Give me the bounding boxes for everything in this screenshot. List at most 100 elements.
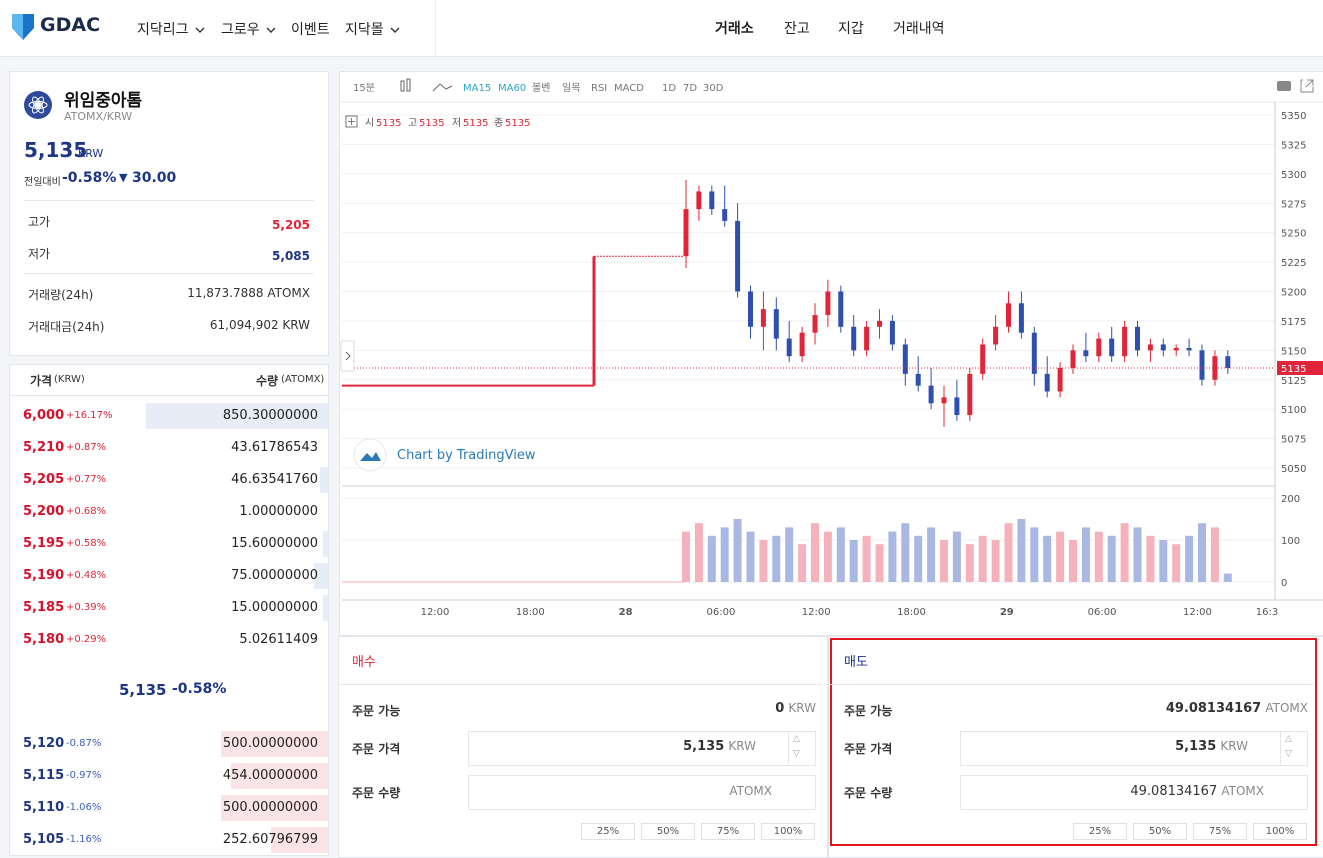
volume-bar <box>798 544 807 582</box>
percent-button[interactable]: 25% <box>581 823 635 840</box>
candle-body <box>1147 344 1153 351</box>
available-value: 49.08134167 <box>1165 701 1262 716</box>
logo-icon <box>12 14 34 40</box>
percent-button[interactable]: 25% <box>1073 823 1127 840</box>
ob-qty[interactable]: 75.00000000 <box>231 568 318 583</box>
toolbar-item[interactable]: MA15 <box>463 83 491 94</box>
ob-pct: +0.77% <box>66 474 107 485</box>
qty-input[interactable] <box>468 775 816 810</box>
volume-bar <box>1198 523 1206 582</box>
stat-value: 5,205 <box>272 218 310 232</box>
volume-bar <box>862 535 871 582</box>
nav-item[interactable]: 이벤트 <box>291 22 330 38</box>
toolbar-item[interactable]: 볼벤 <box>532 82 550 94</box>
depth-bar <box>231 763 328 789</box>
percent-button[interactable]: 50% <box>641 823 695 840</box>
x-tick-label: 06:00 <box>706 607 735 618</box>
ob-qty[interactable]: 500.00000000 <box>222 736 318 751</box>
ob-price[interactable]: 5,105 <box>23 832 65 847</box>
tab[interactable]: 잔고 <box>784 21 810 37</box>
percent-button[interactable]: 100% <box>1253 823 1307 840</box>
toolbar-item[interactable]: 7D <box>683 83 697 94</box>
percent-button[interactable]: 75% <box>701 823 755 840</box>
tab[interactable]: 거래내역 <box>893 21 945 37</box>
ob-price[interactable]: 5,200 <box>23 504 65 519</box>
ob-price[interactable]: 6,000 <box>23 408 65 423</box>
candle-body <box>967 373 973 416</box>
price-input[interactable] <box>468 731 816 766</box>
x-tick-label: 18:00 <box>516 607 545 618</box>
ob-pct: +0.58% <box>66 538 107 549</box>
ob-qty[interactable]: 43.61786543 <box>231 440 318 455</box>
ob-qty[interactable]: 500.00000000 <box>222 800 318 815</box>
candle-body <box>941 397 947 404</box>
watermark: Chart by TradingView <box>397 448 536 463</box>
ob-pct: +0.87% <box>66 442 107 453</box>
ob-qty[interactable]: 252.60796799 <box>222 832 318 847</box>
volume-bar <box>1017 519 1026 582</box>
qty-value: ATOMX <box>729 784 772 799</box>
tab[interactable]: 거래소 <box>715 21 754 37</box>
collapse-button[interactable] <box>340 340 355 372</box>
ob-qty[interactable]: 850.30000000 <box>222 408 318 423</box>
toolbar-item[interactable]: 30D <box>703 83 724 94</box>
volume-bar <box>823 531 832 582</box>
ob-qty[interactable]: 454.00000000 <box>222 768 318 783</box>
legend-label: 종 <box>494 117 503 129</box>
volume-bar <box>707 535 716 582</box>
nav-item[interactable]: 지닥몰 <box>345 19 401 39</box>
qty-input[interactable] <box>960 775 1308 810</box>
volume-bar <box>888 531 897 582</box>
candle-body <box>1018 303 1024 333</box>
volume-bar <box>927 527 936 582</box>
toolbar-item[interactable]: 1D <box>662 83 676 94</box>
ob-qty[interactable]: 15.00000000 <box>231 600 318 615</box>
toolbar-item[interactable]: MA60 <box>498 83 526 94</box>
candle-body <box>993 326 999 345</box>
nav-item[interactable]: 지닥리그 <box>137 19 206 39</box>
ob-price[interactable]: 5,115 <box>23 768 65 783</box>
x-tick-label: 28 <box>619 607 633 618</box>
ob-price[interactable]: 5,205 <box>23 472 65 487</box>
toolbar-item[interactable]: RSI <box>591 83 607 94</box>
ob-price[interactable]: 5,120 <box>23 736 65 751</box>
coin-pair: ATOMX/KRW <box>64 110 133 123</box>
stat-label: 거래량(24h) <box>28 288 94 302</box>
volume-bar <box>849 540 858 582</box>
depth-bar <box>323 595 328 621</box>
last-price-label: 5135 <box>1281 364 1306 375</box>
price-input[interactable] <box>960 731 1308 766</box>
ob-price[interactable]: 5,190 <box>23 568 65 583</box>
ob-qty[interactable]: 15.60000000 <box>231 536 318 551</box>
volume-bar <box>1120 523 1129 582</box>
toolbar-item[interactable]: MACD <box>614 83 644 94</box>
price-unit: KRW <box>728 739 756 753</box>
ob-price[interactable]: 5,180 <box>23 632 65 647</box>
toolbar-item[interactable]: 일목 <box>562 82 580 94</box>
volume-bar <box>733 519 742 582</box>
x-tick-label: 12:00 <box>1183 607 1212 618</box>
stat-label: 저가 <box>28 247 51 261</box>
ob-price[interactable]: 5,110 <box>23 800 65 815</box>
percent-button[interactable]: 75% <box>1193 823 1247 840</box>
nav-item[interactable]: 그로우 <box>221 19 277 39</box>
available-value: 0 <box>775 701 785 716</box>
candle-body <box>877 320 882 327</box>
candle-body <box>902 344 908 374</box>
ob-price[interactable]: 5,210 <box>23 440 65 455</box>
toolbar-item[interactable]: 15분 <box>353 82 375 94</box>
ob-price[interactable]: 5,185 <box>23 600 65 615</box>
ob-qty[interactable]: 5.02611409 <box>239 632 318 647</box>
tab[interactable]: 지갑 <box>838 21 864 37</box>
ob-qty[interactable]: 46.63541760 <box>231 472 318 487</box>
ob-qty[interactable]: 1.00000000 <box>239 504 318 519</box>
ob-price[interactable]: 5,195 <box>23 536 65 551</box>
percent-button[interactable]: 50% <box>1133 823 1187 840</box>
volume-bar <box>1159 540 1168 582</box>
percent-button[interactable]: 100% <box>761 823 815 840</box>
candle-body <box>851 326 857 351</box>
volume-bar <box>991 540 1000 582</box>
legend-label: 고 <box>408 118 417 129</box>
candle-icon <box>406 78 411 92</box>
